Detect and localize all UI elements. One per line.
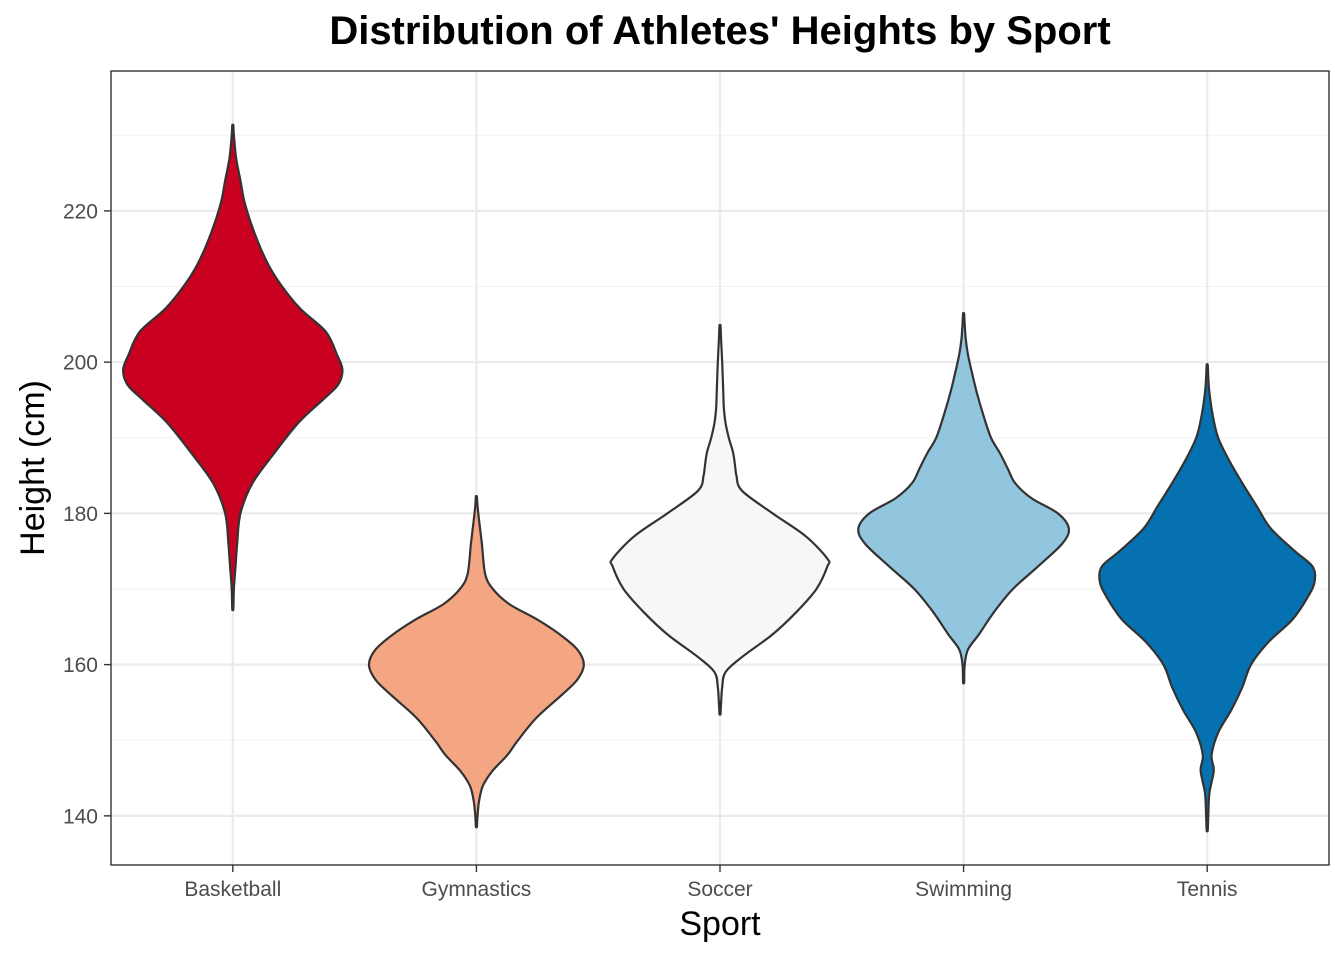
- x-tick-label: Basketball: [184, 878, 281, 901]
- y-tick-label: 140: [63, 805, 98, 828]
- axes: 140 160 180 200 220 Basketball Gymnastics Socce…: [63, 200, 1238, 901]
- panel-border: [110, 70, 1330, 866]
- x-tick-label: Tennis: [1177, 878, 1238, 901]
- violin-swimming: [857, 311, 1071, 685]
- x-axis-title: Sport: [679, 905, 761, 943]
- violins: [122, 123, 1317, 833]
- y-tick-label: 160: [63, 654, 98, 677]
- x-tick-label: Soccer: [687, 878, 752, 901]
- x-tick-label: Gymnastics: [422, 878, 532, 901]
- y-tick-label: 200: [63, 352, 98, 375]
- violin-gymnastics: [367, 494, 585, 829]
- y-tick-label: 180: [63, 503, 98, 526]
- violin-soccer: [609, 323, 831, 716]
- x-tick-label: Swimming: [915, 878, 1012, 901]
- violin-basketball: [122, 123, 344, 612]
- violin-tennis: [1098, 363, 1317, 833]
- chart-title: Distribution of Athletes' Heights by Spo…: [329, 9, 1110, 53]
- y-tick-label: 220: [63, 200, 98, 223]
- y-axis-title: Height (cm): [14, 380, 52, 556]
